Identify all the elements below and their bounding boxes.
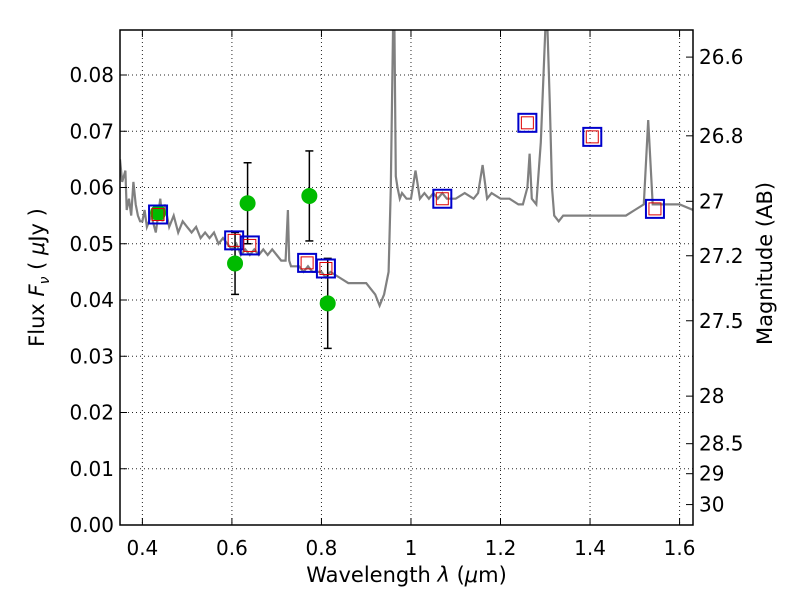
y-tick-label: 0.08	[69, 63, 114, 87]
mag-tick-label: 27.2	[699, 244, 744, 268]
model-photometry-markers	[148, 112, 665, 279]
y-tick-label: 0.01	[69, 457, 114, 481]
model-photometry-square	[148, 204, 169, 225]
x-tick-label: 1.4	[574, 536, 606, 560]
model-photometry-square	[224, 230, 245, 251]
y-tick-label: 0.06	[69, 176, 114, 200]
x-tick-label: 0.4	[126, 536, 158, 560]
secondary-square	[319, 262, 333, 275]
mag-tick-label: 27.5	[699, 309, 744, 333]
x-tick-label: 1.6	[664, 536, 696, 560]
tick-marks	[120, 30, 693, 526]
secondary-square	[520, 116, 534, 130]
observed-point	[301, 187, 318, 204]
observed-point	[227, 255, 244, 272]
y-tick-label: 0.07	[69, 119, 114, 143]
x-tick-label: 0.8	[306, 536, 338, 560]
secondary-square	[243, 238, 257, 252]
model-photometry-square	[517, 112, 538, 133]
observed-point	[319, 295, 336, 312]
secondary-square	[300, 256, 314, 270]
mag-tick-label: 28.5	[699, 432, 744, 456]
observed-points	[150, 187, 336, 312]
y-tick-label: 0.04	[69, 288, 114, 312]
model-sed-line	[120, 30, 693, 309]
secondary-square	[648, 202, 662, 216]
mag-tick-label: 27	[699, 189, 724, 213]
model-photometry-square	[582, 126, 603, 147]
y-tick-label: 0.00	[69, 513, 114, 537]
tick-labels: 0.4 0.6 0.8 1 1.2 1.4 1.6 0.00 0.01 0.02 0.03 0.04 0…	[69, 45, 743, 560]
y-tick-label: 0.03	[69, 344, 114, 368]
plot-frame	[119, 29, 694, 526]
x-axis-label: Wavelength λ (μm)	[306, 563, 507, 587]
model-photometry-square	[315, 258, 336, 279]
mag-tick-label: 29	[699, 462, 724, 486]
y-tick-label: 0.05	[69, 232, 114, 256]
mag-tick-label: 30	[699, 493, 724, 517]
mag-tick-label: 26.6	[699, 45, 744, 69]
grid-lines	[120, 30, 693, 526]
model-photometry-square	[644, 198, 665, 219]
model-sed-series	[120, 30, 693, 309]
mag-tick-label: 28	[699, 384, 724, 408]
x-tick-label: 1.2	[485, 536, 517, 560]
secondary-square	[585, 130, 599, 144]
observed-point	[239, 195, 256, 212]
y-axis-label: Flux Fν ( μJy )	[25, 208, 53, 347]
mag-tick-label: 26.8	[699, 124, 744, 148]
y-tick-label: 0.02	[69, 401, 114, 425]
y2-axis-label: Magnitude (AB)	[753, 182, 777, 345]
model-photometry-square	[432, 188, 453, 209]
x-tick-label: 1	[405, 536, 418, 560]
secondary-square	[435, 192, 449, 206]
model-photometry-square	[239, 235, 260, 256]
secondary-square	[151, 208, 165, 221]
x-tick-label: 0.6	[216, 536, 248, 560]
